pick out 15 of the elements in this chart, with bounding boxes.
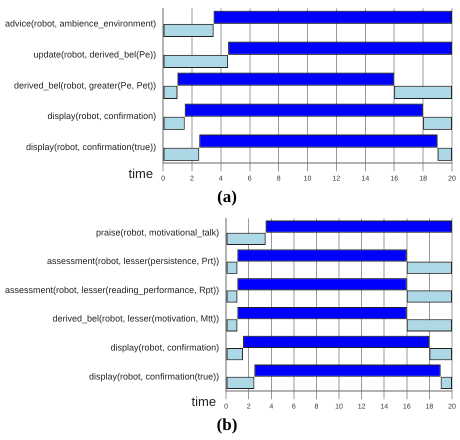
y-tick-label: update(robot, derived_bel(Pe)) [34, 49, 156, 60]
y-tick-label: derived_bel(robot, greater(Pe, Pet)) [14, 80, 156, 90]
y-tick-label: praise(robot, motivational_talk) [96, 227, 220, 238]
text: (b) [216, 415, 238, 434]
y-tick-label: display(robot, confirmation(true)) [89, 371, 220, 382]
y-tick-label: assessment(robot, lesser(persistence, Prt)) [47, 256, 220, 266]
x-axis-title: time [192, 394, 216, 409]
y-tick-label: display(robot, confirmation) [48, 111, 156, 122]
y-tick-label: derived_bel(robot, lesser(motivation, Mtt)) [52, 314, 220, 324]
text: (a) [217, 187, 237, 206]
x-axis-title: time [128, 166, 154, 181]
y-tick-label: advice(robot, ambience_environment) [4, 18, 156, 28]
y-tick-label: display(robot, confirmation) [110, 342, 220, 352]
y-tick-label: display(robot, confirmation(true)) [26, 142, 156, 152]
y-tick-label: assessment(robot, lesser(reading_performance, Rpt)) [4, 284, 220, 295]
